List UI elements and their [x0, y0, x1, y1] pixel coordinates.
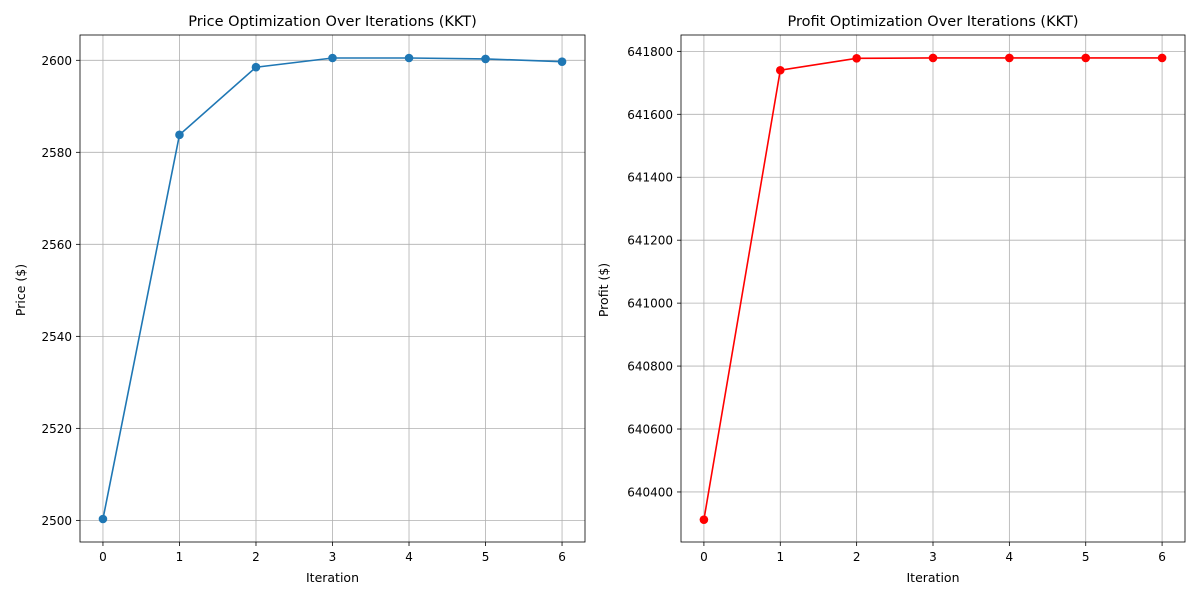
price-axes-frame [79, 34, 586, 543]
profit-x-tick-label-6: 6 [1158, 550, 1166, 564]
profit-data-point-6 [1157, 53, 1167, 63]
price-x-tick-label-1: 1 [176, 550, 184, 564]
price-x-axis-label: Iteration [306, 570, 359, 585]
profit-x-tick-label-2: 2 [853, 550, 861, 564]
profit-y-tick-label-7: 641800 [627, 45, 673, 59]
price-grid [80, 35, 585, 542]
price-data-point-5 [481, 54, 490, 64]
price-x-tick-label-0: 0 [99, 550, 107, 564]
profit-data-point-4 [1005, 53, 1014, 63]
profit-y-tick-label-1: 640600 [627, 423, 673, 437]
profit-data-point-3 [928, 53, 938, 63]
price-y-tick-label-1: 2520 [41, 422, 72, 436]
price-x-tick-label-5: 5 [482, 550, 490, 564]
profit-grid [681, 35, 1185, 542]
price-chart: Price Optimization Over Iterations (KKT)… [13, 14, 586, 585]
profit-y-tick-label-5: 641400 [627, 171, 673, 185]
profit-y-tick-label-2: 640800 [627, 360, 673, 374]
price-y-tick-label-4: 2580 [41, 146, 72, 160]
price-x-tick-label-4: 4 [405, 550, 413, 564]
price-data-point-0 [98, 514, 108, 524]
price-x-tick-label-2: 2 [252, 550, 260, 564]
profit-data-point-2 [852, 53, 861, 63]
profit-data-point-5 [1081, 53, 1091, 63]
price-y-tick-label-3: 2560 [41, 238, 72, 252]
price-y-axis-label: Price ($) [13, 264, 28, 316]
profit-x-tick-label-1: 1 [776, 550, 784, 564]
price-data-point-2 [251, 62, 261, 72]
profit-x-tick-label-3: 3 [929, 550, 937, 564]
profit-x-tick-label-4: 4 [1006, 550, 1014, 564]
profit-chart-title: Profit Optimization Over Iterations (KKT… [787, 14, 1078, 30]
price-y-tick-label-0: 2500 [41, 514, 72, 528]
profit-x-tick-label-0: 0 [700, 550, 708, 564]
price-chart-title: Price Optimization Over Iterations (KKT) [188, 14, 477, 30]
price-data-point-4 [404, 53, 414, 63]
profit-y-axis-label: Profit ($) [596, 263, 611, 317]
price-data-point-6 [557, 57, 567, 66]
profit-y-tick-label-3: 641000 [627, 297, 673, 311]
profit-y-tick-label-6: 641600 [627, 108, 673, 122]
price-x-tick-label-3: 3 [329, 550, 337, 564]
price-data-point-1 [175, 130, 184, 140]
profit-axes-frame [680, 34, 1186, 543]
price-y-tick-label-5: 2600 [41, 54, 72, 68]
profit-x-tick-label-5: 5 [1082, 550, 1090, 564]
profit-data-point-0 [699, 515, 709, 524]
profit-chart: Profit Optimization Over Iterations (KKT… [596, 14, 1186, 585]
profit-y-tick-label-0: 640400 [627, 485, 673, 499]
profit-data-point-1 [775, 65, 785, 75]
price-y-tick-label-2: 2540 [41, 330, 72, 344]
price-x-tick-label-6: 6 [558, 550, 566, 564]
price-data-point-3 [328, 53, 337, 63]
profit-x-axis-label: Iteration [906, 570, 959, 585]
profit-y-tick-label-4: 641200 [627, 234, 673, 248]
